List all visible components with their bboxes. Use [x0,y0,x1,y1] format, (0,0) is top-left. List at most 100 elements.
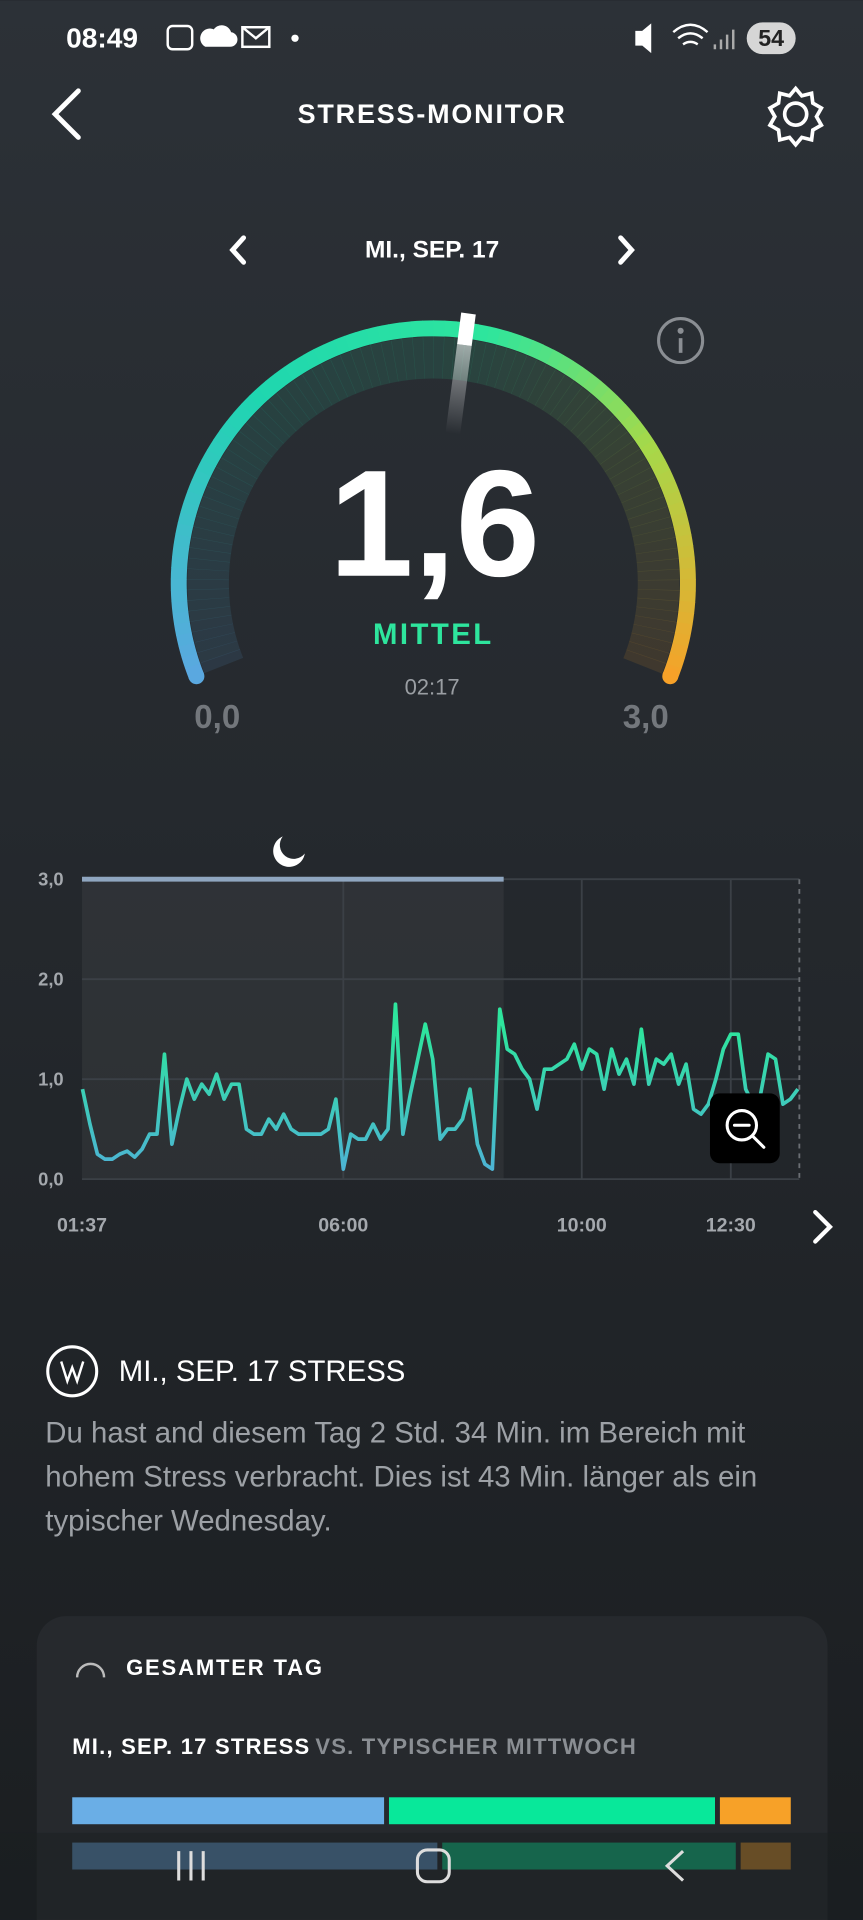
gauge-arc [675,534,694,549]
gauge-cap [662,668,679,685]
gauge-arc [355,329,371,348]
next-day[interactable] [618,235,635,265]
gauge-tick-label: 0,0 [194,699,240,736]
gauge-arc [196,458,216,477]
gauge-shade [630,516,674,537]
prev-day[interactable] [229,235,247,265]
gauge-shade [260,400,297,438]
gauge-shade [187,597,231,612]
gauge-arc [664,490,684,507]
gauge-shade [197,640,241,664]
gauge-arc [183,489,203,507]
gauge-needle-tail [445,344,472,435]
gauge-shade [563,393,599,432]
comparison-bar [72,1842,438,1870]
gauge-arc [265,373,285,394]
gauge-arc [669,642,689,659]
gauge-shade [570,400,607,438]
gauge-arc [672,632,691,648]
y-tick-label: 3,0 [38,869,64,890]
gauge-arc [173,621,192,636]
gauge-shade [207,476,250,503]
gauge-shade [636,558,680,572]
gauge-arc [175,522,194,538]
gauge-shade [631,623,675,644]
gauge-shade [189,536,233,554]
gauge-shade [468,340,487,384]
card-title: GESAMTER TAG [126,1655,324,1680]
gauge-arc [226,412,246,432]
gauge-shade [632,526,676,546]
status-icons [166,23,735,54]
gauge-shade [276,386,311,426]
gauge-arc [248,387,269,408]
gauge-shade [359,345,382,388]
battery [746,22,796,55]
summary-icon-mark [60,1361,85,1385]
stress-chart: 0,0 1,0 2,0 3,0 01:37 06:00 10:00 12:30 [38,869,801,1237]
x-tick-label: 01:37 [57,1215,107,1237]
gauge-arc [219,420,240,440]
gauge-arc [233,403,254,423]
gauge-shade [613,467,656,496]
stress-line [80,1002,800,1171]
y-tick-label: 2,0 [38,969,64,990]
gauge-arc [176,631,195,647]
gauge-arc [171,600,189,614]
gauge-arc [679,590,696,603]
gauge-shade [623,649,666,674]
comparison-bar [719,1797,791,1825]
gauge-cap [188,668,205,685]
gauge-shade [442,337,456,380]
settings-button[interactable] [767,85,824,148]
gauge-shade [200,649,244,674]
summary-text: Du hast and diesem Tag 2 Std. 34 Min. im… [45,1416,758,1538]
zoom-button[interactable] [709,1093,780,1164]
gauge-shade [349,347,373,391]
gauge-shade [339,351,365,394]
gauge-arc [555,354,574,375]
gauge-shade [626,641,670,664]
gauge-arc [201,449,222,467]
gauge-shade [609,457,651,488]
gauge-arc [564,360,584,381]
gauge-shade [629,632,673,654]
gauge-shade [320,359,349,402]
gauge-shade [576,407,614,445]
gauge-arc [667,501,687,517]
nav-recent[interactable] [177,1851,205,1881]
gauge-arc [207,439,227,458]
gauge-shade [192,623,236,643]
nav-home[interactable] [415,1848,451,1884]
gauge-arc [172,610,190,625]
gauge-arc [172,544,190,559]
gauge-shade [494,348,518,391]
gauge-shade [311,364,341,406]
gauge-arc [674,621,693,637]
gauge-arc [613,404,634,424]
gauge-arc [598,388,619,408]
nav-back[interactable] [664,1850,685,1882]
gauge-shade [193,516,237,537]
back-button[interactable] [51,88,81,140]
gauge-shade [211,466,254,495]
gauge-arc [274,366,294,387]
gauge-shade [635,547,679,564]
gauge-shade [390,338,408,382]
gauge-arc [486,326,502,345]
comparison-bar [740,1842,791,1870]
gauge-arc [666,653,686,670]
chart-next[interactable] [813,1210,833,1244]
gauge-arc [677,545,695,559]
gauge-arc [410,320,424,338]
summary-icon [46,1345,99,1398]
gauge-arc [676,611,695,626]
card-icon [75,1662,106,1678]
gauge-shade [188,547,232,563]
info-button[interactable] [657,317,705,365]
gauge-shade [216,457,258,487]
gauge-arc [388,322,402,341]
gauge-arc [180,500,200,517]
gauge-shade [518,359,547,402]
